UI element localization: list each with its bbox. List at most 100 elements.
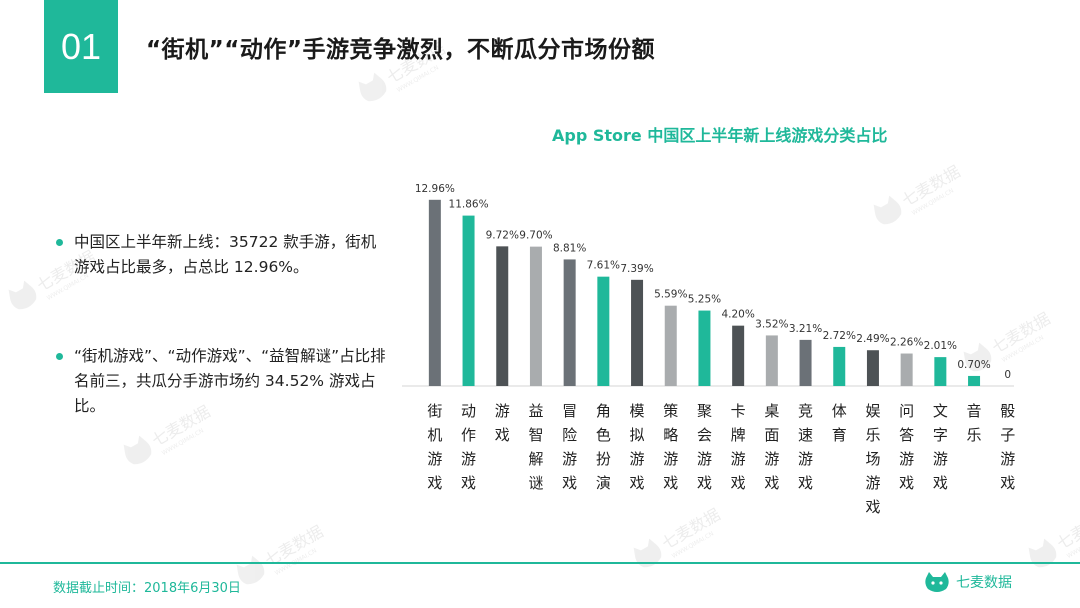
category-label: 冒险游戏 [562,402,577,492]
category-label: 音乐 [967,402,982,444]
category-label-char: 戏 [427,474,442,492]
category-label: 桌面游戏 [764,402,779,492]
category-label: 娱乐场游戏 [865,402,880,516]
data-label: 2.72% [823,330,856,342]
category-label: 卡牌游戏 [731,402,746,492]
category-label-char: 戏 [798,474,813,492]
bar [732,325,745,386]
bar [698,310,711,386]
category-label-char: 戏 [899,474,914,492]
cat-logo-icon [925,572,949,592]
data-label: 0.70% [957,359,990,371]
category-label-char: 育 [832,426,847,444]
data-cutoff-note: 数据截止时间：2018年6月30日 [53,581,241,596]
category-label-char: 乐 [967,426,982,444]
bar [664,305,677,386]
category-label: 模拟游戏 [630,402,645,492]
bullet-text: 中国区上半年新上线：35722 款手游，街机游戏占比最多，占总比 12.96%。 [74,233,377,276]
data-label: 3.52% [755,318,788,330]
bar [462,215,475,386]
category-label-char: 动 [461,402,476,420]
bar-chart: 12.96%街机游戏11.86%动作游戏9.72%游戏9.70%益智解谜8.81… [402,183,1015,516]
category-label-char: 险 [562,426,577,444]
brand-logo: 七麦数据 [922,570,1012,594]
category-label-char: 游 [663,450,678,468]
bar [529,246,542,386]
category-label-char: 解 [528,450,543,468]
category-label: 竞速游戏 [798,402,813,492]
category-label-char: 文 [933,402,948,420]
category-label-char: 色 [596,426,611,444]
chart-title: App Store 中国区上半年新上线游戏分类占比 [552,126,888,145]
watermark-cat-icon [358,72,387,102]
category-label-char: 戏 [933,474,948,492]
watermark-cat-icon [1028,538,1057,568]
category-label-char: 策 [663,402,678,420]
watermark-subtext: WWW.QIMAI.CN [161,427,205,457]
category-label-char: 会 [697,426,712,444]
category-label: 角色扮演 [596,402,611,492]
watermark-subtext: WWW.QIMAI.CN [396,64,440,94]
category-label-char: 略 [663,426,678,444]
category-label-char: 戏 [697,474,712,492]
category-label-char: 戏 [562,474,577,492]
category-label-char: 游 [562,450,577,468]
data-label: 8.81% [553,242,586,254]
data-label: 9.72% [486,229,519,241]
category-label-char: 牌 [731,426,746,444]
data-label: 4.20% [721,309,754,321]
category-label-char: 模 [630,402,645,420]
category-label-char: 演 [596,474,611,492]
bar [428,199,441,386]
bullet-dot-icon [56,239,63,246]
data-label: 2.01% [924,340,957,352]
category-label-char: 角 [596,402,611,420]
category-label-char: 速 [798,426,813,444]
category-label-char: 冒 [562,402,577,420]
category-label-char: 子 [1000,426,1015,444]
category-label-char: 戏 [731,474,746,492]
category-label-char: 聚 [697,402,712,420]
bar [799,339,812,386]
category-label-char: 游 [764,450,779,468]
bullet-text: “街机游戏”、“动作游戏”、“益智解谜”占比排名前三，共瓜分手游市场约 34.5… [74,347,386,415]
bar [866,350,879,386]
category-label-char: 娱 [865,402,880,420]
section-number: 01 [60,25,102,67]
data-label: 3.21% [789,323,822,335]
category-label: 益智解谜 [528,402,543,492]
category-label-char: 机 [427,426,442,444]
category-label-char: 益 [528,402,543,420]
category-label-char: 竞 [798,402,813,420]
category-label-char: 游 [630,450,645,468]
bar [833,346,846,386]
category-label-char: 街 [427,402,442,420]
category-label-char: 游 [798,450,813,468]
category-label-char: 骰 [1000,402,1015,420]
category-label-char: 音 [967,402,982,420]
data-label: 11.86% [449,199,489,211]
category-label-char: 戏 [495,426,510,444]
category-label-char: 乐 [865,426,880,444]
category-label-char: 戏 [865,498,880,516]
category-label-char: 游 [865,474,880,492]
category-label-char: 游 [899,450,914,468]
data-label: 7.39% [620,263,653,275]
watermark-subtext: WWW.QIMAI.CN [671,530,715,560]
category-label-char: 游 [495,402,510,420]
page-title: “街机”“动作”手游竞争激烈，不断瓜分市场份额 [146,37,655,63]
bar [900,353,913,386]
bar [934,357,947,386]
footer-divider [0,562,1080,564]
data-label: 5.59% [654,289,687,301]
bar [496,246,509,386]
category-label-char: 场 [865,450,880,468]
bullet-item: 中国区上半年新上线：35722 款手游，街机游戏占比最多，占总比 12.96%。 [56,230,386,280]
watermark-cat-icon [8,280,37,310]
category-label: 文字游戏 [933,402,948,492]
bar [765,335,778,386]
data-label: 5.25% [688,294,721,306]
data-label: 12.96% [415,183,455,195]
watermark-text: 七麦数据 [1054,505,1080,553]
bar [968,375,981,386]
